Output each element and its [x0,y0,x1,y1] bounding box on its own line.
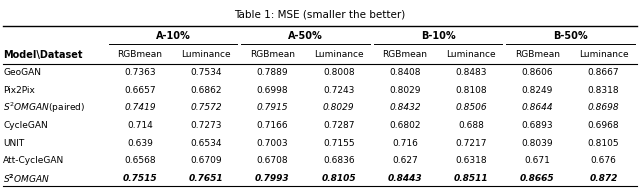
Text: 0.8029: 0.8029 [389,86,420,95]
Text: B-50%: B-50% [553,31,588,41]
Text: 0.6318: 0.6318 [456,156,487,165]
Text: Luminance: Luminance [314,50,364,59]
Text: 0.7419: 0.7419 [124,103,156,112]
Text: 0.6836: 0.6836 [323,156,355,165]
Text: 0.7534: 0.7534 [191,68,222,77]
Text: 0.8039: 0.8039 [522,139,553,148]
Text: Pix2Pix: Pix2Pix [3,86,35,95]
Text: 0.6862: 0.6862 [191,86,222,95]
Text: 0.7217: 0.7217 [456,139,487,148]
Text: 0.8029: 0.8029 [323,103,355,112]
Text: 0.8443: 0.8443 [388,174,422,183]
Text: 0.8667: 0.8667 [588,68,620,77]
Text: 0.7889: 0.7889 [257,68,288,77]
Text: 0.6568: 0.6568 [124,156,156,165]
Text: 0.7287: 0.7287 [323,121,355,130]
Text: 0.8105: 0.8105 [588,139,620,148]
Text: B-10%: B-10% [420,31,456,41]
Text: 0.6998: 0.6998 [257,86,288,95]
Text: 0.6709: 0.6709 [191,156,222,165]
Text: A-10%: A-10% [156,31,191,41]
Text: A-50%: A-50% [288,31,323,41]
Text: 0.7993: 0.7993 [255,174,290,183]
Text: 0.7515: 0.7515 [123,174,157,183]
Text: 0.716: 0.716 [392,139,418,148]
Text: 0.8105: 0.8105 [321,174,356,183]
Text: 0.6968: 0.6968 [588,121,620,130]
Text: 0.7273: 0.7273 [191,121,222,130]
Text: Luminance: Luminance [181,50,231,59]
Text: Att-CycleGAN: Att-CycleGAN [3,156,65,165]
Text: 0.8318: 0.8318 [588,86,620,95]
Text: 0.8249: 0.8249 [522,86,553,95]
Text: 0.7003: 0.7003 [257,139,288,148]
Text: 0.714: 0.714 [127,121,153,130]
Text: Luminance: Luminance [579,50,628,59]
Text: RGBmean: RGBmean [118,50,163,59]
Text: $\mathbf{\mathit{S}}^{\mathbf{2}}\mathbf{\mathit{OMGAN}}$: $\mathbf{\mathit{S}}^{\mathbf{2}}\mathbf… [3,172,50,185]
Text: 0.8432: 0.8432 [389,103,420,112]
Text: Luminance: Luminance [446,50,496,59]
Text: 0.7915: 0.7915 [257,103,288,112]
Text: $\mathit{S}^2\mathit{OMGAN}$(paired): $\mathit{S}^2\mathit{OMGAN}$(paired) [3,101,86,115]
Text: 0.676: 0.676 [591,156,616,165]
Text: 0.6802: 0.6802 [389,121,420,130]
Text: 0.639: 0.639 [127,139,153,148]
Text: Model\Dataset: Model\Dataset [3,50,83,60]
Text: RGBmean: RGBmean [250,50,295,59]
Text: 0.872: 0.872 [589,174,618,183]
Text: 0.7155: 0.7155 [323,139,355,148]
Text: RGBmean: RGBmean [515,50,560,59]
Text: 0.8665: 0.8665 [520,174,555,183]
Text: 0.7363: 0.7363 [124,68,156,77]
Text: 0.8408: 0.8408 [389,68,420,77]
Text: 0.8698: 0.8698 [588,103,620,112]
Text: GeoGAN: GeoGAN [3,68,41,77]
Text: 0.671: 0.671 [525,156,550,165]
Text: 0.8108: 0.8108 [456,86,487,95]
Text: 0.8644: 0.8644 [522,103,553,112]
Text: 0.7243: 0.7243 [323,86,355,95]
Text: 0.6893: 0.6893 [522,121,553,130]
Text: UNIT: UNIT [3,139,24,148]
Text: 0.688: 0.688 [458,121,484,130]
Text: 0.7572: 0.7572 [191,103,222,112]
Text: 0.8008: 0.8008 [323,68,355,77]
Text: 0.6657: 0.6657 [124,86,156,95]
Text: 0.8511: 0.8511 [454,174,488,183]
Text: 0.7651: 0.7651 [189,174,223,183]
Text: 0.6708: 0.6708 [257,156,288,165]
Text: RGBmean: RGBmean [383,50,428,59]
Text: CycleGAN: CycleGAN [3,121,48,130]
Text: 0.6534: 0.6534 [191,139,222,148]
Text: 0.627: 0.627 [392,156,418,165]
Text: 0.8606: 0.8606 [522,68,553,77]
Text: 0.8483: 0.8483 [456,68,487,77]
Text: 0.7166: 0.7166 [257,121,288,130]
Text: Table 1: MSE (smaller the better): Table 1: MSE (smaller the better) [234,10,406,20]
Text: 0.8506: 0.8506 [456,103,487,112]
